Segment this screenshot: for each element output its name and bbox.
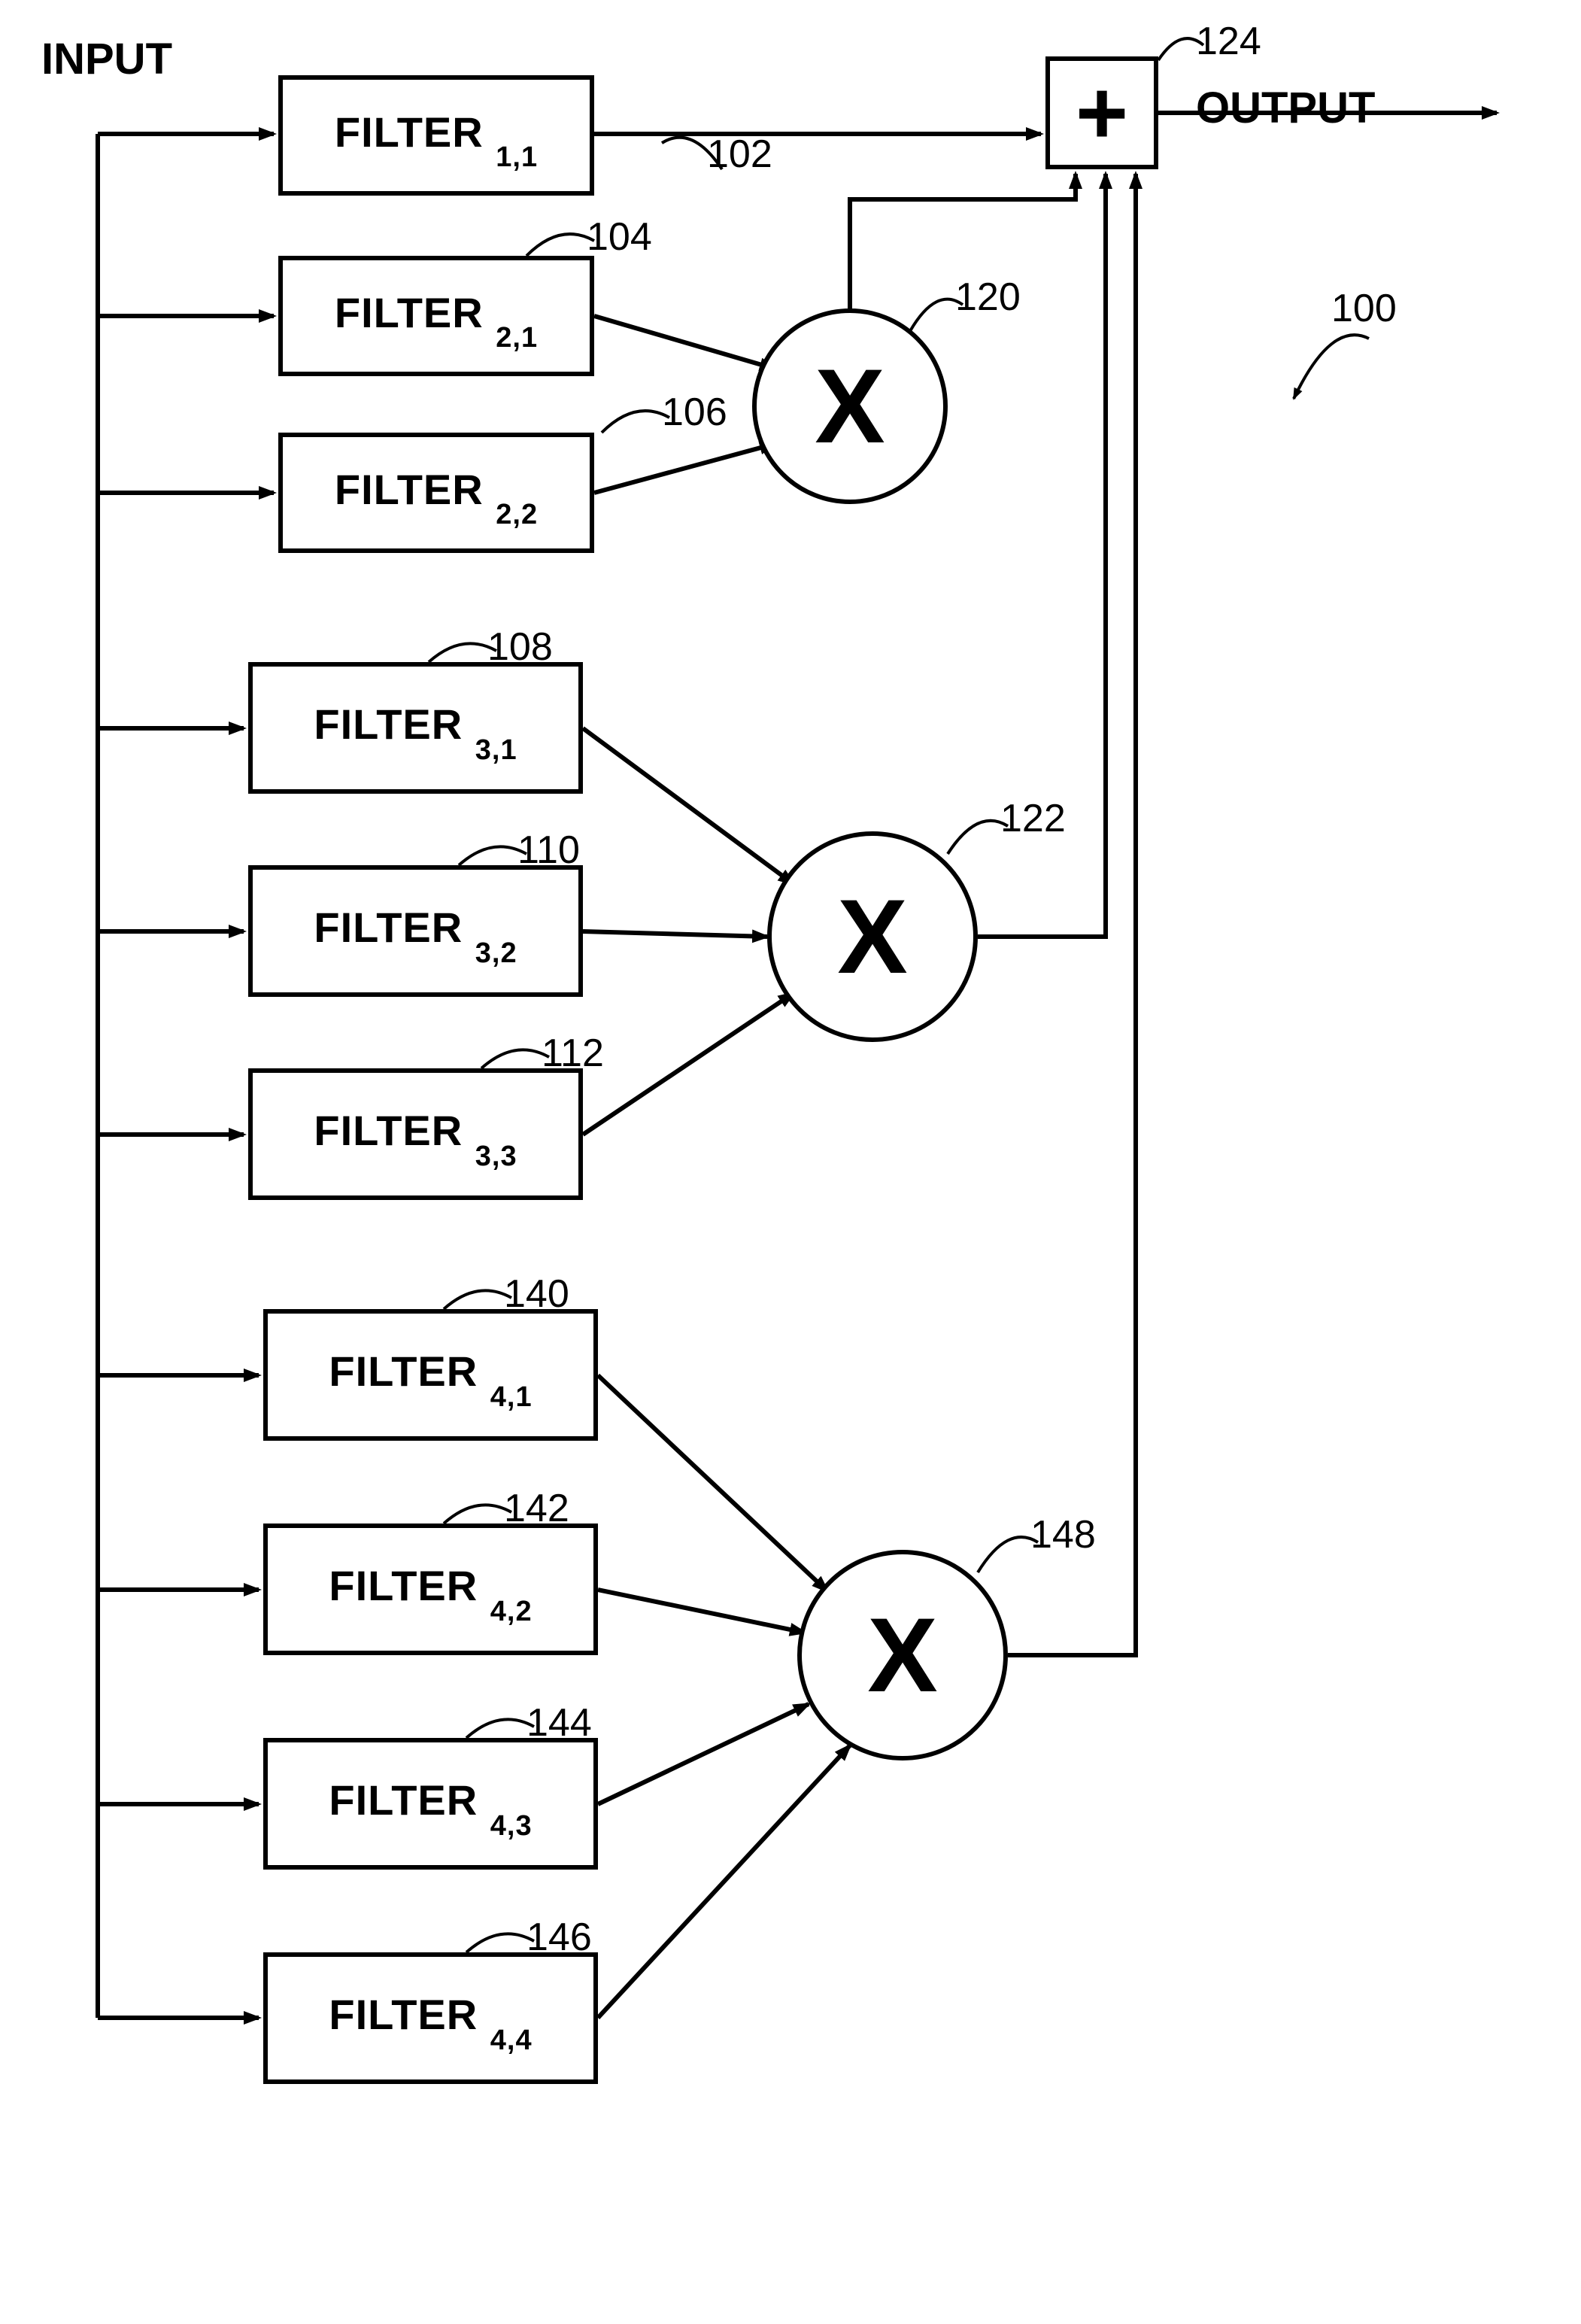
ref-label: 120 [955, 275, 1021, 320]
ref-label: 106 [662, 390, 727, 435]
filter-node-f31: FILTER 3,1 [248, 662, 583, 794]
filter-subscript: 2,1 [496, 322, 538, 354]
filter-node-f33: FILTER 3,3 [248, 1068, 583, 1200]
filter-label: FILTER 4,2 [329, 1561, 532, 1617]
ref-label: 122 [1000, 796, 1066, 841]
ref-label: 108 [487, 624, 553, 670]
filter-subscript: 3,2 [475, 937, 517, 969]
filter-node-f21: FILTER 2,1 [278, 256, 594, 376]
plus-icon: + [1076, 68, 1128, 158]
multiply-icon: X [815, 354, 885, 459]
ref-label: 146 [526, 1915, 592, 1960]
filter-subscript: 3,3 [475, 1141, 517, 1172]
filter-subscript: 4,4 [490, 2025, 533, 2056]
filter-subscript: 3,1 [475, 734, 517, 766]
filter-subscript: 4,3 [490, 1810, 533, 1842]
multiplier-node-m120: X [752, 308, 948, 504]
filter-node-f42: FILTER 4,2 [263, 1524, 598, 1655]
filter-subscript: 1,1 [496, 141, 538, 173]
ref-label: 148 [1030, 1512, 1096, 1557]
filter-label: FILTER 4,4 [329, 1990, 532, 2046]
filter-label: FILTER 2,1 [335, 288, 538, 344]
filter-node-f41: FILTER 4,1 [263, 1309, 598, 1441]
output-label: OUTPUT [1196, 83, 1375, 133]
filter-label: FILTER 2,2 [335, 465, 538, 521]
ref-label-adder: 124 [1196, 19, 1261, 64]
filter-label: FILTER 3,1 [314, 700, 517, 755]
adder-node: + [1045, 56, 1158, 169]
diagram-canvas: INPUT OUTPUT FILTER 1,1 102 FILTER 2,1 104 F… [0, 0, 1581, 2324]
ref-label: 140 [504, 1271, 569, 1317]
ref-label: 112 [542, 1031, 604, 1076]
input-label: INPUT [41, 34, 172, 84]
ref-label: 110 [517, 828, 580, 873]
filter-subscript: 4,2 [490, 1596, 533, 1627]
filter-node-f11: FILTER 1,1 [278, 75, 594, 196]
filter-label: FILTER 1,1 [335, 108, 538, 163]
filter-subscript: 4,1 [490, 1381, 533, 1413]
filter-subscript: 2,2 [496, 499, 538, 530]
filter-node-f43: FILTER 4,3 [263, 1738, 598, 1870]
ref-label: 142 [504, 1486, 569, 1531]
ref-label: 102 [707, 132, 772, 177]
ref-label: 104 [587, 214, 652, 260]
multiplier-node-m148: X [797, 1550, 1008, 1760]
filter-node-f32: FILTER 3,2 [248, 865, 583, 997]
ref-label-system: 100 [1331, 286, 1397, 331]
filter-label: FILTER 3,2 [314, 903, 517, 958]
multiply-icon: X [867, 1602, 937, 1708]
filter-node-f22: FILTER 2,2 [278, 433, 594, 553]
multiplier-node-m122: X [767, 831, 978, 1042]
multiply-icon: X [837, 884, 907, 989]
ref-label: 144 [526, 1700, 592, 1745]
filter-label: FILTER 4,1 [329, 1347, 532, 1402]
filter-label: FILTER 4,3 [329, 1776, 532, 1831]
filter-node-f44: FILTER 4,4 [263, 1952, 598, 2084]
filter-label: FILTER 3,3 [314, 1106, 517, 1162]
